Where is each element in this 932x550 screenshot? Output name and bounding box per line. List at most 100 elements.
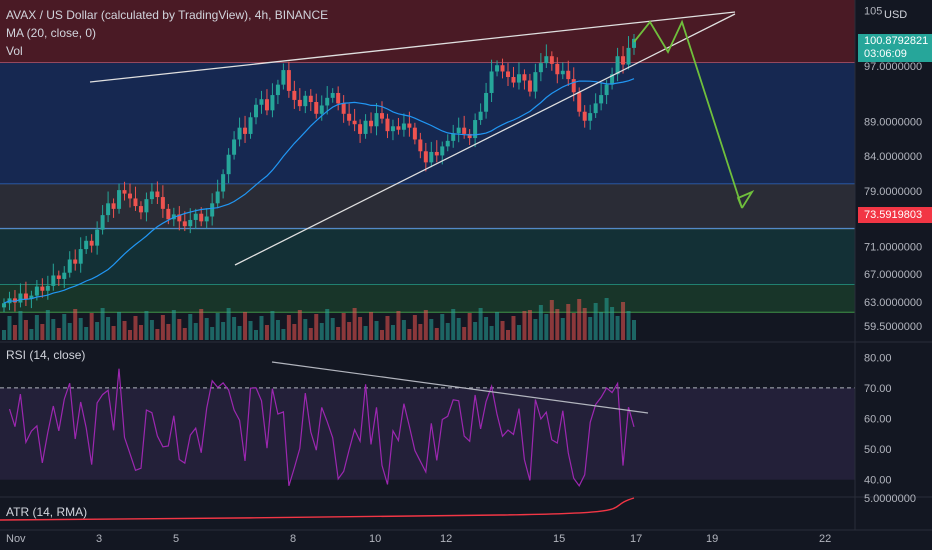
time-tick: 19 xyxy=(706,533,718,545)
volume-bar xyxy=(95,322,100,340)
candle-body xyxy=(440,146,445,156)
candle-body xyxy=(62,272,67,279)
candle-body xyxy=(303,95,308,107)
volume-bar xyxy=(632,320,636,340)
volume-bar xyxy=(308,328,313,340)
candle-body xyxy=(325,97,330,106)
candle-body xyxy=(588,113,593,121)
volume-bar xyxy=(500,321,505,340)
candle-body xyxy=(511,77,516,83)
candle-body xyxy=(166,208,171,220)
volume-bar xyxy=(12,325,17,340)
volume-bar xyxy=(117,312,122,340)
candle-body xyxy=(84,240,89,250)
volume-bar xyxy=(407,329,412,340)
time-tick: 5 xyxy=(173,533,179,545)
candle-body xyxy=(423,151,428,163)
candle-body xyxy=(506,71,510,78)
countdown: 03:06:09 xyxy=(864,48,907,60)
volume-bar xyxy=(106,317,111,340)
volume-bar xyxy=(325,309,330,340)
candle-body xyxy=(237,127,242,140)
drawings[interactable] xyxy=(89,11,755,266)
candle-body xyxy=(34,286,39,296)
time-tick: Nov xyxy=(6,533,26,545)
candle-body xyxy=(363,120,368,134)
rsi-tick: 60.00 xyxy=(864,414,892,426)
volume-bar xyxy=(385,316,390,340)
volume-bar xyxy=(2,330,6,340)
candle-body xyxy=(533,72,538,92)
volume-bar xyxy=(429,319,434,340)
volume-bar xyxy=(336,327,341,340)
candle-body xyxy=(380,113,384,119)
candle-body xyxy=(95,229,100,246)
candle-body xyxy=(297,99,302,107)
volume-bar xyxy=(128,330,132,340)
candle-body xyxy=(632,38,636,48)
volume-bars xyxy=(2,298,636,340)
rsi-tick: 70.00 xyxy=(864,383,892,395)
volume-bar xyxy=(560,318,565,340)
atr-legend[interactable]: ATR (14, RMA) xyxy=(6,505,88,519)
volume-bar xyxy=(418,324,423,340)
volume-bar xyxy=(248,321,253,340)
vol-legend[interactable]: Vol xyxy=(6,44,23,58)
candle-body xyxy=(555,63,560,75)
volume-bar xyxy=(40,324,45,340)
candle-body xyxy=(160,197,165,209)
currency-label[interactable]: USD xyxy=(884,9,908,21)
volume-bar xyxy=(610,307,615,340)
volume-bar xyxy=(232,317,237,340)
time-tick: 17 xyxy=(630,533,642,545)
volume-bar xyxy=(319,323,324,340)
candle-body xyxy=(599,95,604,104)
volume-bar xyxy=(177,319,182,340)
volume-bar xyxy=(23,320,28,340)
candle-body xyxy=(462,127,467,134)
candle-body xyxy=(626,47,631,65)
candle-body xyxy=(51,275,56,286)
candle-body xyxy=(489,71,494,93)
candle-body xyxy=(188,219,193,227)
rsi-line xyxy=(8,368,635,487)
volume-bar xyxy=(527,310,532,340)
volume-bar xyxy=(78,318,83,340)
price-tick: 59.5000000 xyxy=(864,321,922,333)
ma-legend[interactable]: MA (20, close, 0) xyxy=(6,26,97,40)
candle-body xyxy=(243,127,248,134)
volume-bar xyxy=(51,319,56,340)
volume-bar xyxy=(374,321,379,340)
volume-bar xyxy=(62,314,67,340)
volume-bar xyxy=(390,325,395,340)
volume-bar xyxy=(593,303,598,340)
candle-body xyxy=(259,99,264,105)
volume-bar xyxy=(221,322,226,340)
candle-body xyxy=(29,295,34,300)
candle-body xyxy=(314,102,319,114)
candle-body xyxy=(593,103,598,114)
volume-bar xyxy=(615,316,620,340)
volume-bar xyxy=(243,312,248,340)
candle-body xyxy=(358,124,363,134)
volume-bar xyxy=(89,313,94,340)
volume-bar xyxy=(330,318,335,340)
candle-body xyxy=(544,56,549,64)
candle-body xyxy=(604,84,609,96)
zone-red xyxy=(0,0,855,63)
candle-body xyxy=(18,293,23,303)
volume-bar xyxy=(516,325,521,340)
candle-body xyxy=(582,111,587,121)
rsi-legend[interactable]: RSI (14, close) xyxy=(6,348,86,362)
candle-body xyxy=(478,111,483,121)
candle-body xyxy=(199,213,204,222)
volume-bar xyxy=(155,329,160,340)
volume-bar xyxy=(369,312,374,340)
candle-body xyxy=(106,203,111,216)
volume-bar xyxy=(423,310,428,340)
candle-body xyxy=(67,259,72,273)
volume-bar xyxy=(133,316,138,340)
atr-line xyxy=(0,497,635,521)
time-tick: 12 xyxy=(440,533,452,545)
